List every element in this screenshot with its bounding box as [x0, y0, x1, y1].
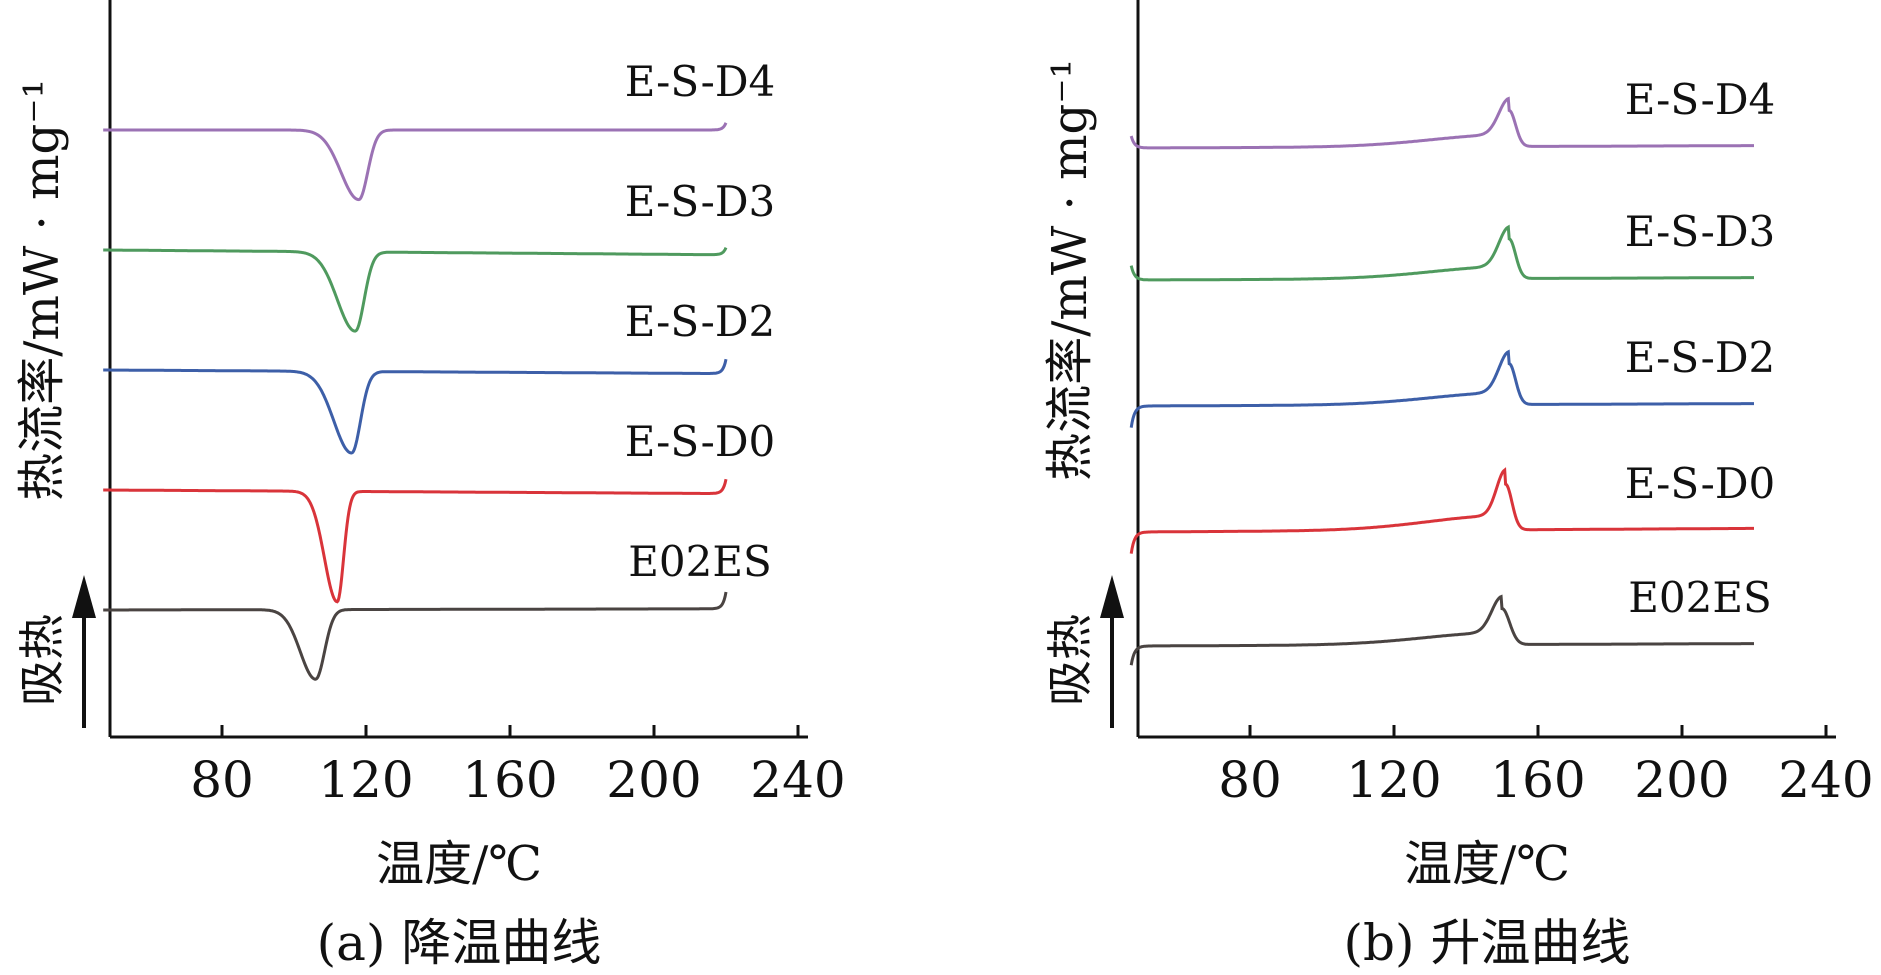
- x-axis-title: 温度/℃: [1404, 836, 1570, 892]
- endotherm-arrow-icon: [72, 575, 96, 728]
- x-tick-label: 160: [1490, 751, 1585, 809]
- x-axis-title: 温度/℃: [376, 836, 542, 892]
- series-label-e-s-d4: E-S-D4: [1625, 75, 1776, 124]
- series-label-e02es: E02ES: [1628, 573, 1772, 622]
- series-line-e-s-d2: [103, 358, 728, 455]
- series-label-e-s-d4: E-S-D4: [625, 57, 776, 106]
- series-curves: [103, 122, 728, 681]
- series-line-e-s-d3: [103, 246, 728, 333]
- series-label-e-s-d0: E-S-D0: [625, 417, 776, 466]
- series-labels: E-S-D4 E-S-D3 E-S-D2 E-S-D0 E02ES: [625, 57, 776, 586]
- x-tick-label: 240: [1778, 751, 1873, 809]
- x-tick-label: 240: [750, 751, 845, 809]
- x-ticks: 80 120 160 200 240: [190, 725, 846, 809]
- x-tick-label: 80: [1218, 751, 1282, 809]
- x-tick-label: 80: [190, 751, 254, 809]
- panel-heating: 80 120 160 200 240 E-S-D4E-S-D3E-S-D2E-S-D0E…: [1042, 0, 1874, 972]
- series-label-e-s-d3: E-S-D3: [625, 177, 776, 226]
- panel-caption: (a) 降温曲线: [317, 914, 602, 972]
- series-line-e-s-d0: [103, 478, 728, 604]
- series-label-e02es: E02ES: [628, 537, 772, 586]
- x-tick-label: 120: [1346, 751, 1441, 809]
- x-tick-label: 200: [606, 751, 701, 809]
- panel-cooling: 80 120 160 200 240 E-S-D4E-S-D3E-S-D2E-S-D0E…: [14, 0, 846, 972]
- series-label-e-s-d0: E-S-D0: [1625, 459, 1776, 508]
- series-label-e-s-d2: E-S-D2: [1625, 333, 1776, 382]
- endotherm-label: 吸热: [1043, 614, 1097, 706]
- x-tick-label: 120: [318, 751, 413, 809]
- y-axis-title: 热流率/mW · mg⁻¹: [1042, 59, 1098, 481]
- series-line-e-s-d4: [1129, 96, 1754, 150]
- series-line-e-s-d0: [1129, 467, 1754, 554]
- x-ticks: 80 120 160 200 240: [1218, 725, 1874, 809]
- series-label-e-s-d3: E-S-D3: [1625, 207, 1776, 256]
- x-tick-label: 200: [1634, 751, 1729, 809]
- series-line-e-s-d3: [1129, 224, 1754, 282]
- series-labels: E-S-D4 E-S-D3 E-S-D2 E-S-D0 E02ES: [1625, 75, 1776, 622]
- endotherm-label: 吸热: [15, 614, 69, 706]
- y-axis-title: 热流率/mW · mg⁻¹: [14, 79, 70, 501]
- panel-caption: (b) 升温曲线: [1344, 914, 1631, 972]
- series-line-e-s-d2: [1129, 349, 1754, 428]
- series-line-e02es: [1129, 594, 1754, 666]
- x-tick-label: 160: [462, 751, 557, 809]
- series-curves: [1129, 96, 1754, 666]
- series-line-e-s-d4: [103, 122, 728, 202]
- endotherm-arrow-icon: [1100, 575, 1124, 728]
- series-label-e-s-d2: E-S-D2: [625, 297, 776, 346]
- series-line-e02es: [103, 591, 728, 681]
